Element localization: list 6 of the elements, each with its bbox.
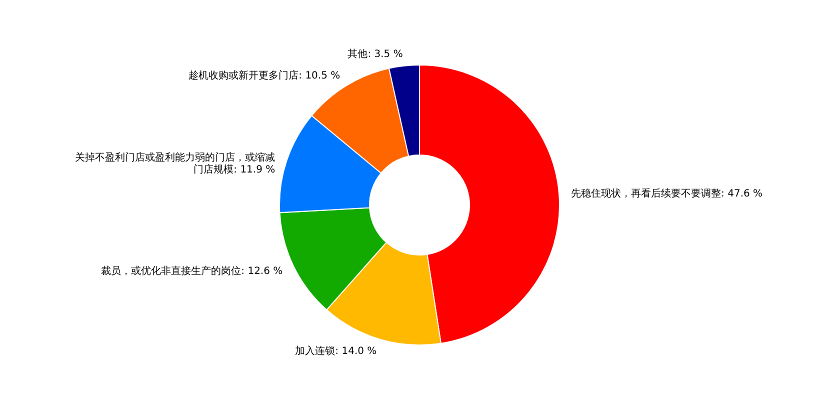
- slice-label: 裁员，或优化非直接生产的岗位: 12.6 %: [101, 265, 283, 278]
- slice-label: 关掉不盈利门店或盈利能力弱的门店，或缩减门店规模: 11.9 %: [75, 151, 276, 176]
- slice-label: 加入连锁: 14.0 %: [295, 344, 377, 357]
- slice-label: 趁机收购或新开更多门店: 10.5 %: [188, 69, 340, 82]
- slice-label: 其他: 3.5 %: [348, 48, 403, 60]
- slice-label: 先稳住现状，再看后续要不要调整: 47.6 %: [571, 187, 763, 200]
